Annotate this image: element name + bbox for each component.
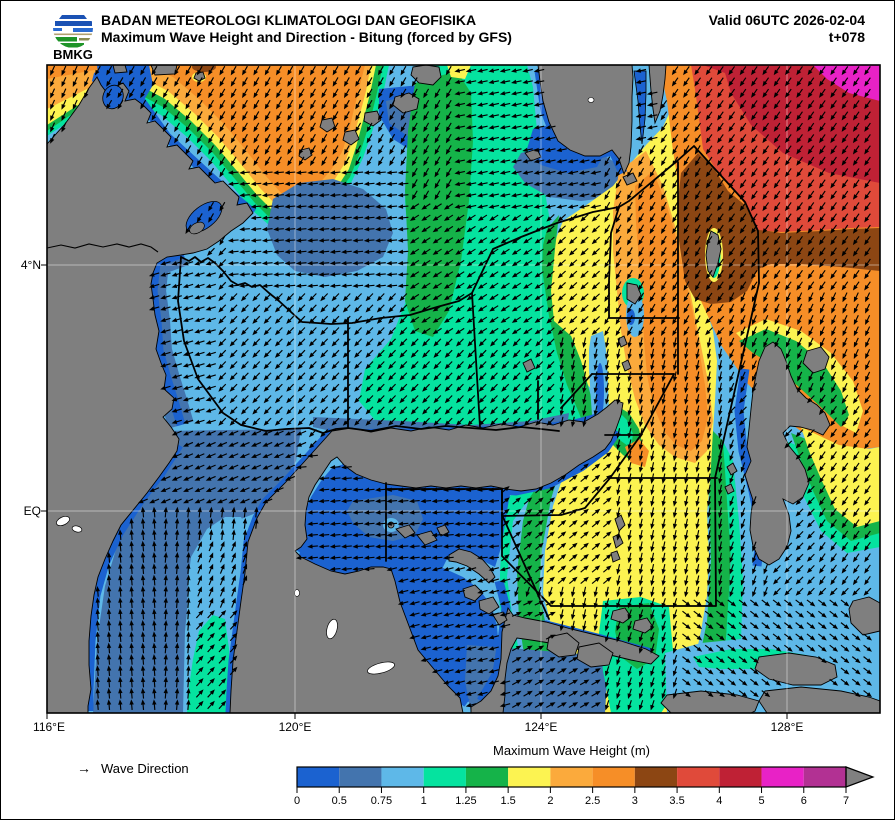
svg-text:2: 2 (547, 795, 553, 807)
svg-text:3.5: 3.5 (669, 795, 684, 807)
svg-text:4: 4 (716, 795, 722, 807)
svg-text:0.5: 0.5 (332, 795, 347, 807)
svg-text:6: 6 (801, 795, 807, 807)
svg-text:1.5: 1.5 (501, 795, 516, 807)
svg-text:7: 7 (843, 795, 849, 807)
svg-text:1.25: 1.25 (455, 795, 476, 807)
svg-text:BMKG: BMKG (53, 47, 93, 61)
svg-text:0: 0 (294, 795, 300, 807)
svg-text:0.75: 0.75 (371, 795, 392, 807)
svg-text:1: 1 (421, 795, 427, 807)
svg-text:5: 5 (758, 795, 764, 807)
svg-text:2.5: 2.5 (585, 795, 600, 807)
svg-text:3: 3 (632, 795, 638, 807)
